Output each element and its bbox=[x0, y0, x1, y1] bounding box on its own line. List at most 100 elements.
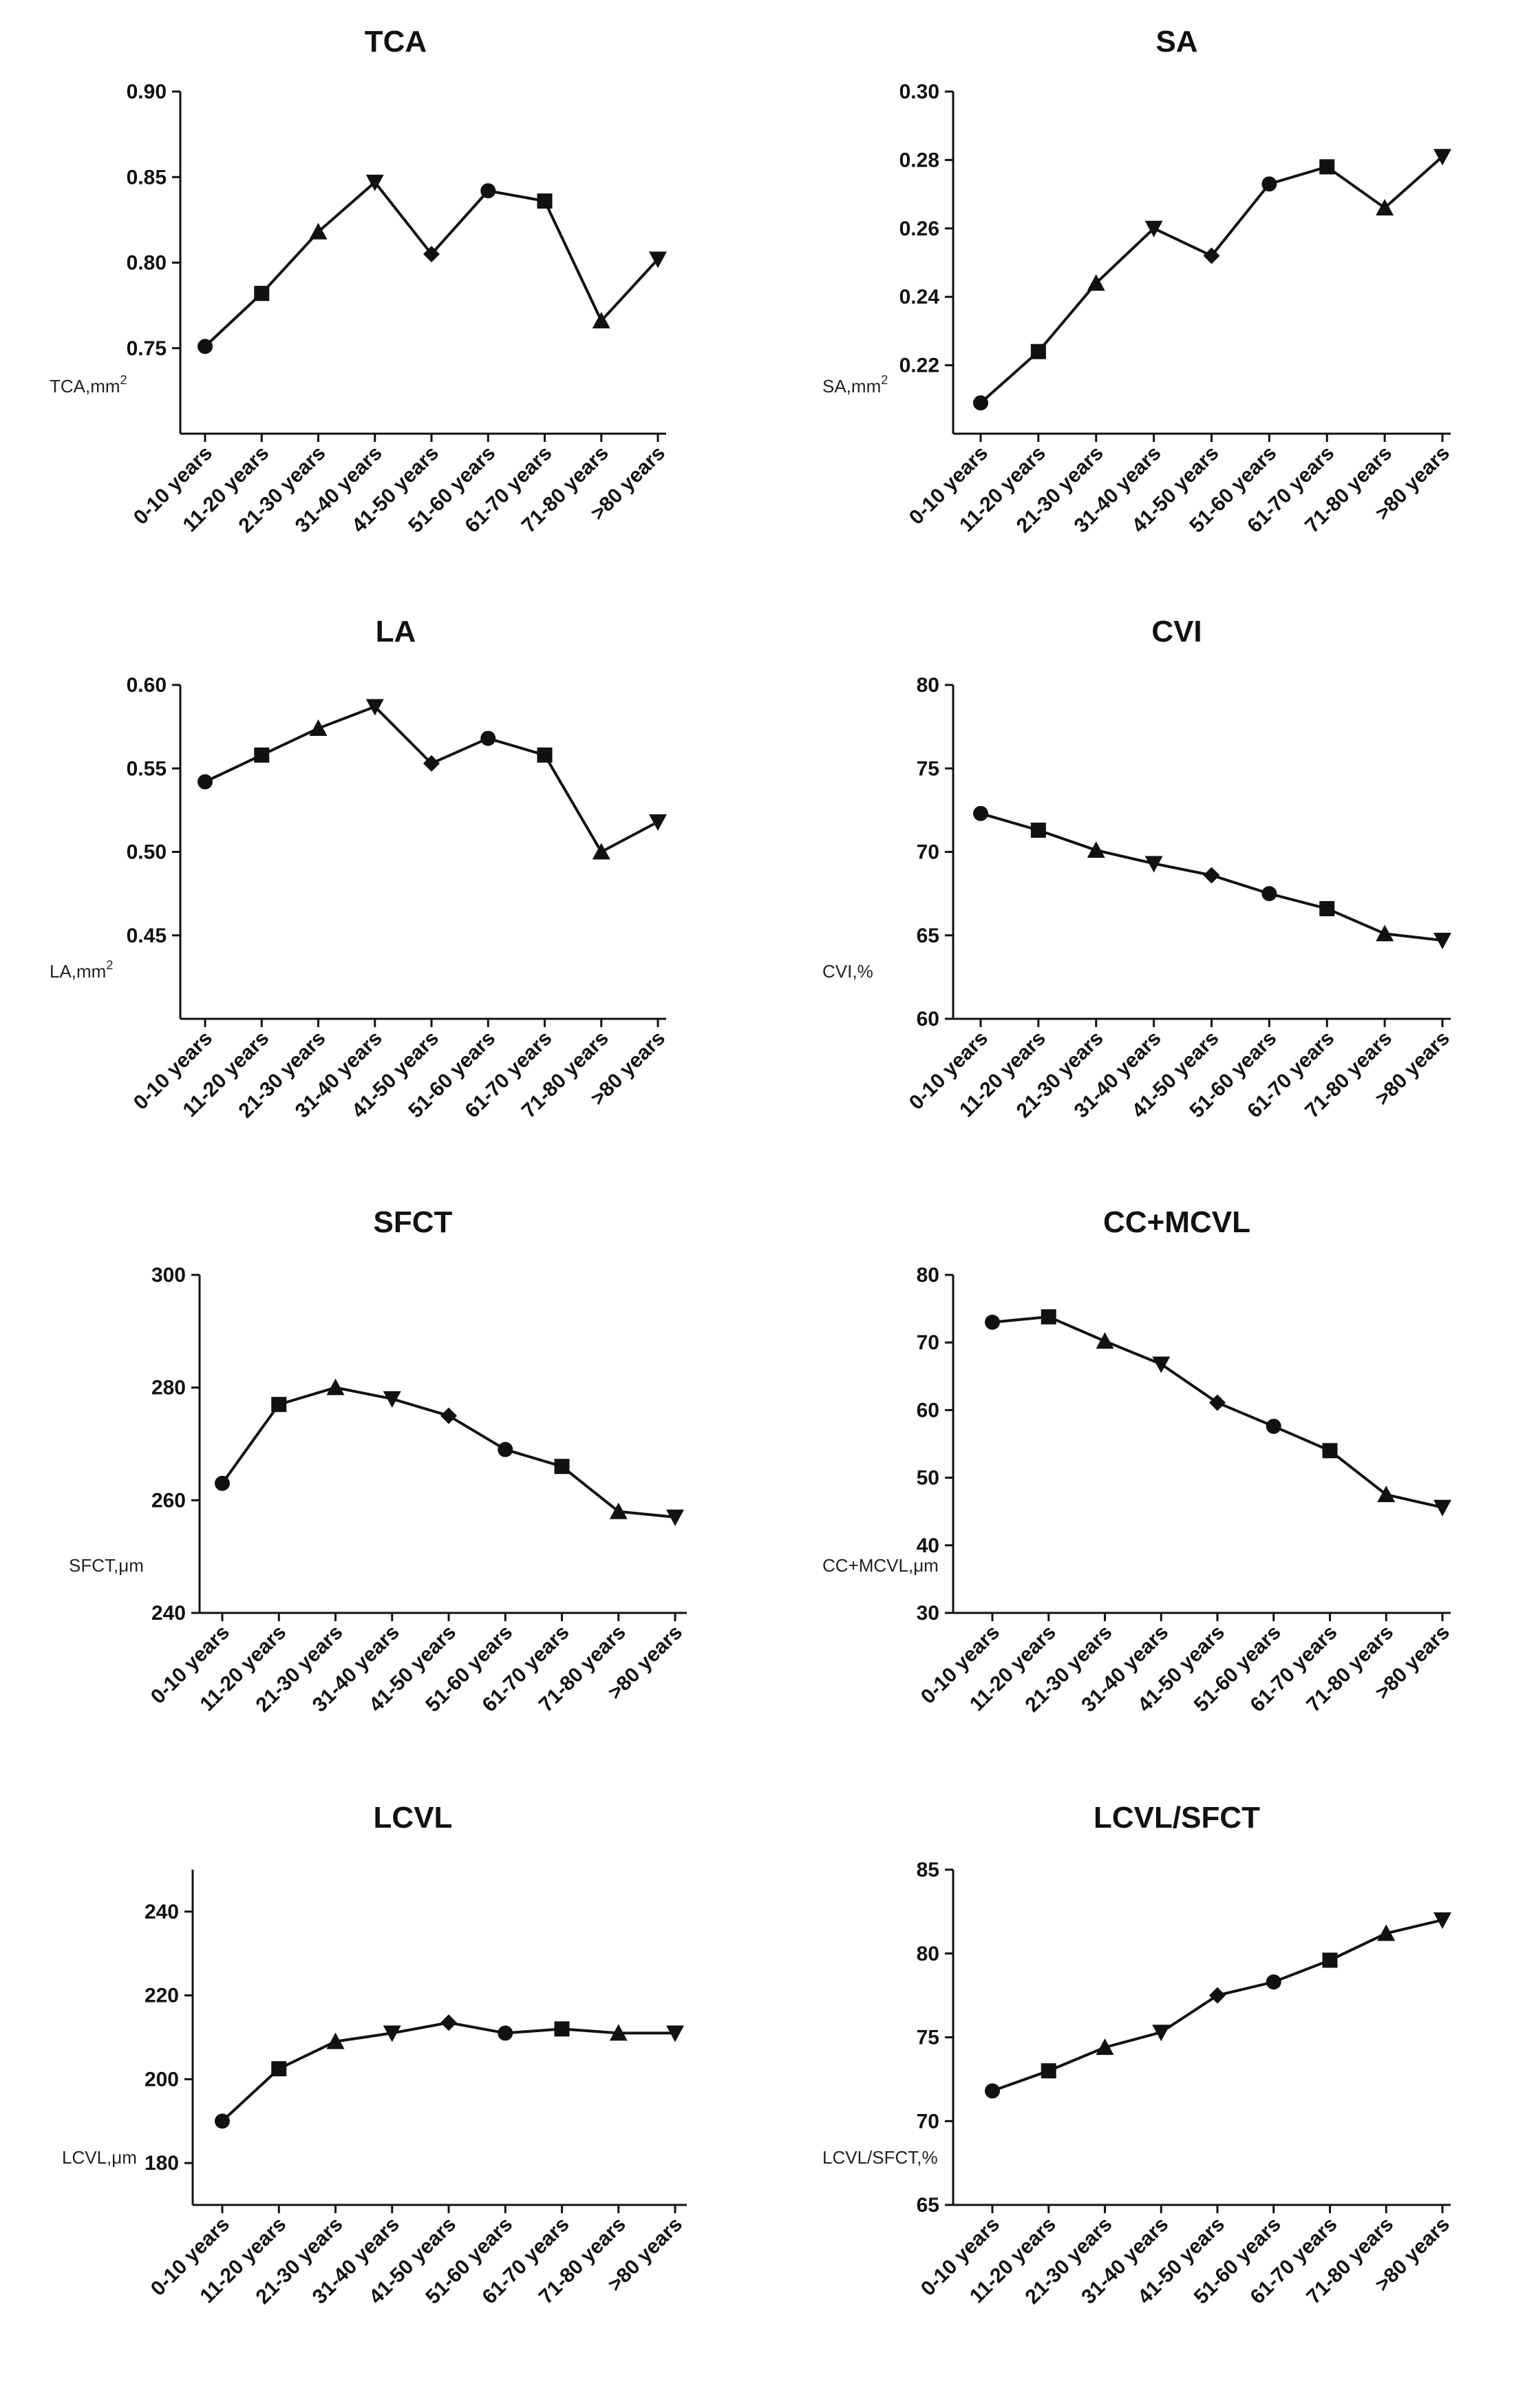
chart-title: TCA bbox=[365, 25, 427, 59]
data-point-triangle-down bbox=[365, 699, 384, 716]
data-point-triangle-down bbox=[365, 174, 384, 191]
data-point-circle bbox=[1266, 1974, 1281, 1990]
y-axis-label-superscript: 2 bbox=[881, 373, 888, 387]
data-point-diamond bbox=[423, 246, 440, 263]
y-tick-label: 60 bbox=[917, 1008, 939, 1031]
y-tick-label: 0.24 bbox=[899, 286, 940, 308]
data-point-triangle-up bbox=[1376, 198, 1394, 215]
data-point-triangle-up bbox=[1087, 274, 1105, 291]
data-point-circle bbox=[1266, 1418, 1281, 1434]
y-tick-label: 0.22 bbox=[899, 355, 939, 377]
data-point-triangle-up bbox=[1096, 2038, 1114, 2056]
y-tick-label: 0.28 bbox=[899, 149, 939, 171]
data-point-square bbox=[554, 2021, 570, 2037]
data-point-diamond bbox=[423, 754, 440, 772]
chart-title: LA bbox=[376, 615, 416, 648]
data-point-circle bbox=[1261, 176, 1277, 192]
y-axis-label: SFCT,μm bbox=[69, 1555, 144, 1576]
y-tick-label: 0.26 bbox=[899, 218, 939, 240]
y-tick-label: 0.90 bbox=[127, 81, 167, 103]
data-point-triangle-up bbox=[1087, 841, 1105, 858]
data-point-diamond bbox=[1209, 1987, 1226, 2004]
data-point-square bbox=[537, 193, 553, 209]
y-tick-label: 30 bbox=[917, 1602, 939, 1625]
y-tick-label: 75 bbox=[917, 757, 939, 780]
y-axis-label: TCA,mm2 bbox=[50, 373, 127, 397]
y-tick-label: 240 bbox=[145, 1901, 179, 1923]
data-point-triangle-up bbox=[1096, 1332, 1114, 1349]
data-point-circle bbox=[215, 1475, 230, 1491]
data-point-diamond bbox=[440, 2014, 457, 2031]
data-point-circle bbox=[198, 774, 213, 790]
data-point-triangle-down bbox=[1152, 2025, 1171, 2042]
chart-title: CC+MCVL bbox=[1103, 1205, 1250, 1239]
y-tick-label: 85 bbox=[917, 1859, 939, 1881]
y-tick-label: 260 bbox=[151, 1489, 186, 1512]
data-point-circle bbox=[198, 339, 213, 355]
data-point-triangle-down bbox=[649, 814, 667, 831]
y-tick-label: 0.55 bbox=[127, 757, 167, 780]
y-axis-label-superscript: 2 bbox=[120, 373, 127, 387]
data-point-triangle-up bbox=[592, 311, 610, 328]
series-line bbox=[204, 705, 659, 854]
data-point-circle bbox=[215, 2113, 230, 2129]
y-axis-label: LCVL,μm bbox=[62, 2147, 137, 2168]
y-tick-label: 80 bbox=[917, 1264, 939, 1287]
data-point-circle bbox=[985, 2083, 1000, 2099]
chart-title: LCVL/SFCT bbox=[1094, 1801, 1260, 1835]
data-point-triangle-up bbox=[1377, 1486, 1396, 1503]
y-tick-label: 0.75 bbox=[127, 337, 167, 360]
data-point-triangle-down bbox=[1152, 1356, 1171, 1373]
data-point-triangle-up bbox=[326, 1378, 345, 1395]
y-tick-label: 0.50 bbox=[127, 841, 167, 864]
chart-title: SFCT bbox=[374, 1205, 453, 1239]
y-tick-label: 60 bbox=[917, 1399, 939, 1422]
data-point-circle bbox=[1261, 886, 1277, 902]
data-point-square bbox=[1041, 2063, 1056, 2079]
y-axis-label-superscript: 2 bbox=[106, 958, 113, 972]
data-point-triangle-down bbox=[649, 251, 667, 268]
y-axis-label: SA,mm2 bbox=[822, 373, 888, 397]
data-point-square bbox=[271, 2061, 287, 2077]
data-point-square bbox=[1319, 159, 1335, 175]
data-point-triangle-up bbox=[609, 2024, 628, 2041]
data-point-triangle-up bbox=[609, 1502, 628, 1519]
y-tick-label: 40 bbox=[917, 1534, 939, 1557]
y-tick-label: 65 bbox=[917, 2194, 939, 2217]
data-point-diamond bbox=[1203, 247, 1220, 264]
y-tick-label: 0.85 bbox=[127, 166, 167, 189]
data-point-triangle-down bbox=[1433, 1912, 1451, 1930]
data-point-square bbox=[1322, 1443, 1338, 1459]
chart-title: LCVL bbox=[374, 1801, 453, 1835]
series-line bbox=[221, 2021, 675, 2122]
y-tick-label: 80 bbox=[917, 1943, 939, 1965]
series-line bbox=[992, 1315, 1443, 1509]
series-line bbox=[992, 1919, 1443, 2093]
data-point-diamond bbox=[440, 1407, 457, 1424]
y-tick-label: 0.30 bbox=[899, 81, 939, 103]
data-point-square bbox=[1041, 1309, 1056, 1324]
chart-title: CVI bbox=[1151, 615, 1202, 648]
series-line bbox=[204, 180, 659, 348]
data-point-triangle-up bbox=[1376, 925, 1394, 942]
data-point-triangle-down bbox=[1433, 1499, 1451, 1517]
data-point-circle bbox=[973, 805, 988, 821]
y-axis-label: CVI,% bbox=[822, 961, 873, 982]
y-tick-label: 80 bbox=[917, 674, 939, 697]
y-tick-label: 300 bbox=[151, 1264, 186, 1287]
data-point-square bbox=[271, 1397, 287, 1413]
data-point-triangle-up bbox=[1377, 1924, 1396, 1941]
data-point-triangle-down bbox=[383, 1391, 401, 1408]
y-tick-label: 70 bbox=[917, 1331, 939, 1354]
data-point-square bbox=[1030, 822, 1046, 838]
y-tick-label: 50 bbox=[917, 1467, 939, 1490]
data-point-triangle-down bbox=[1433, 149, 1451, 166]
y-tick-label: 65 bbox=[917, 925, 939, 947]
data-point-circle bbox=[973, 395, 988, 411]
series-line bbox=[221, 1386, 676, 1519]
